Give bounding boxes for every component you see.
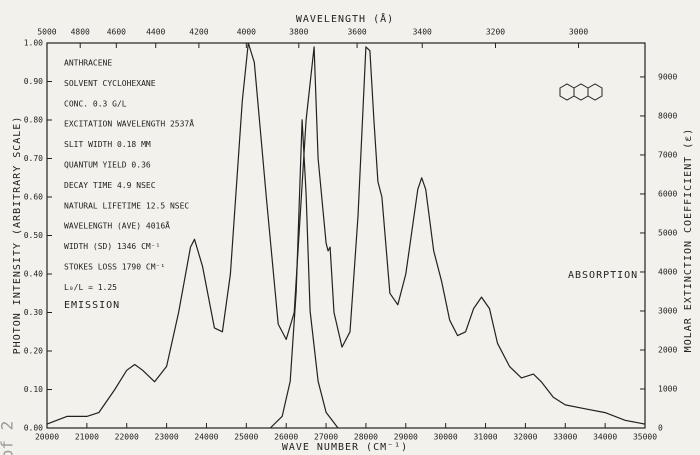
x-tick-label: 26000 <box>274 433 298 442</box>
annotation: L₀/L = 1.25 <box>64 283 117 292</box>
annotation: EXCITATION WAVELENGTH 2537Å <box>64 118 194 129</box>
x-tick-label: 23000 <box>155 433 179 442</box>
annotation: WAVELENGTH (AVE) 4016Å <box>64 220 170 231</box>
x2-tick-label: 3200 <box>486 28 505 37</box>
x-tick-label: 21000 <box>75 433 99 442</box>
x2-tick-label: 4600 <box>107 28 126 37</box>
x-axis-title: WAVE NUMBER (CM⁻¹) <box>282 442 408 453</box>
x-tick-label: 31000 <box>473 433 497 442</box>
plot-frame <box>46 42 646 429</box>
y-tick-label: 0.90 <box>24 77 43 86</box>
y2-tick-label: 0 <box>658 424 663 433</box>
x-tick-label: 30000 <box>434 433 458 442</box>
y-tick-label: 0.50 <box>24 231 43 240</box>
y-tick-label: 0.60 <box>24 193 43 202</box>
top-axis-title: WAVELENGTH (Å) <box>296 12 394 25</box>
x-tick-label: 27000 <box>314 433 338 442</box>
y-tick-label: 0.00 <box>24 424 43 433</box>
x-tick-label: 20000 <box>35 433 59 442</box>
legend-entry: EMISSION <box>64 300 120 311</box>
annotation: DECAY TIME 4.9 NSEC <box>64 181 156 190</box>
x2-tick-label: 4800 <box>71 28 90 37</box>
y-tick-label: 1.00 <box>24 39 43 48</box>
x-tick-label: 35000 <box>633 433 657 442</box>
x2-tick-label: 3800 <box>289 28 308 37</box>
spectrum-line <box>46 42 646 425</box>
y2-tick-label: 6000 <box>658 189 677 198</box>
y-axis-title: PHOTON INTENSITY (ARBITRARY SCALE) <box>12 116 23 355</box>
x-tick-label: 29000 <box>394 433 418 442</box>
y-tick-label: 0.80 <box>24 116 43 125</box>
annotation: ANTHRACENE <box>64 59 112 68</box>
x2-tick-label: 4200 <box>189 28 208 37</box>
y2-tick-label: 2000 <box>658 345 677 354</box>
x2-tick-label: 4400 <box>146 28 165 37</box>
x2-tick-label: 3600 <box>347 28 366 37</box>
annotation: CONC. 0.3 G/L <box>64 99 127 108</box>
annotation: QUANTUM YIELD 0.36 <box>64 161 151 170</box>
x-tick-label: 34000 <box>593 433 617 442</box>
annotation: SLIT WIDTH 0.18 MM <box>64 140 151 149</box>
y2-tick-label: 5000 <box>658 228 677 237</box>
y2-tick-label: 4000 <box>658 267 677 276</box>
y2-axis-title: MOLAR EXTINCTION COEFFICIENT (ε) <box>683 128 694 353</box>
x-tick-label: 33000 <box>553 433 577 442</box>
annotation: STOKES LOSS 1790 CM⁻¹ <box>64 263 165 272</box>
x-tick-label: 28000 <box>354 433 378 442</box>
annotation: WIDTH (SD) 1346 CM⁻¹ <box>64 242 160 251</box>
x2-tick-label: 3400 <box>413 28 432 37</box>
x2-tick-label: 3000 <box>569 28 588 37</box>
y-tick-label: 0.10 <box>24 385 43 394</box>
molecule-icon <box>559 83 603 101</box>
y-tick-label: 0.30 <box>24 308 43 317</box>
y2-tick-label: 9000 <box>658 72 677 81</box>
y-tick-label: 0.40 <box>24 270 43 279</box>
x-tick-label: 24000 <box>194 433 218 442</box>
x-tick-label: 32000 <box>513 433 537 442</box>
y2-tick-label: 1000 <box>658 384 677 393</box>
annotation: SOLVENT CYCLOHEXANE <box>64 79 156 88</box>
x-tick-label: 25000 <box>234 433 258 442</box>
x2-tick-label: 5000 <box>37 28 56 37</box>
legend-entry: ABSORPTION <box>568 270 638 281</box>
y-tick-label: 0.20 <box>24 347 43 356</box>
y2-tick-label: 7000 <box>658 150 677 159</box>
x-tick-label: 22000 <box>115 433 139 442</box>
y2-tick-label: 3000 <box>658 306 677 315</box>
x2-tick-label: 4000 <box>237 28 256 37</box>
y2-tick-label: 8000 <box>658 111 677 120</box>
y-tick-label: 0.70 <box>24 154 43 163</box>
annotation: NATURAL LIFETIME 12.5 NSEC <box>64 201 189 210</box>
spectrum-line <box>269 119 339 429</box>
page-marker: of 2 <box>0 421 17 455</box>
